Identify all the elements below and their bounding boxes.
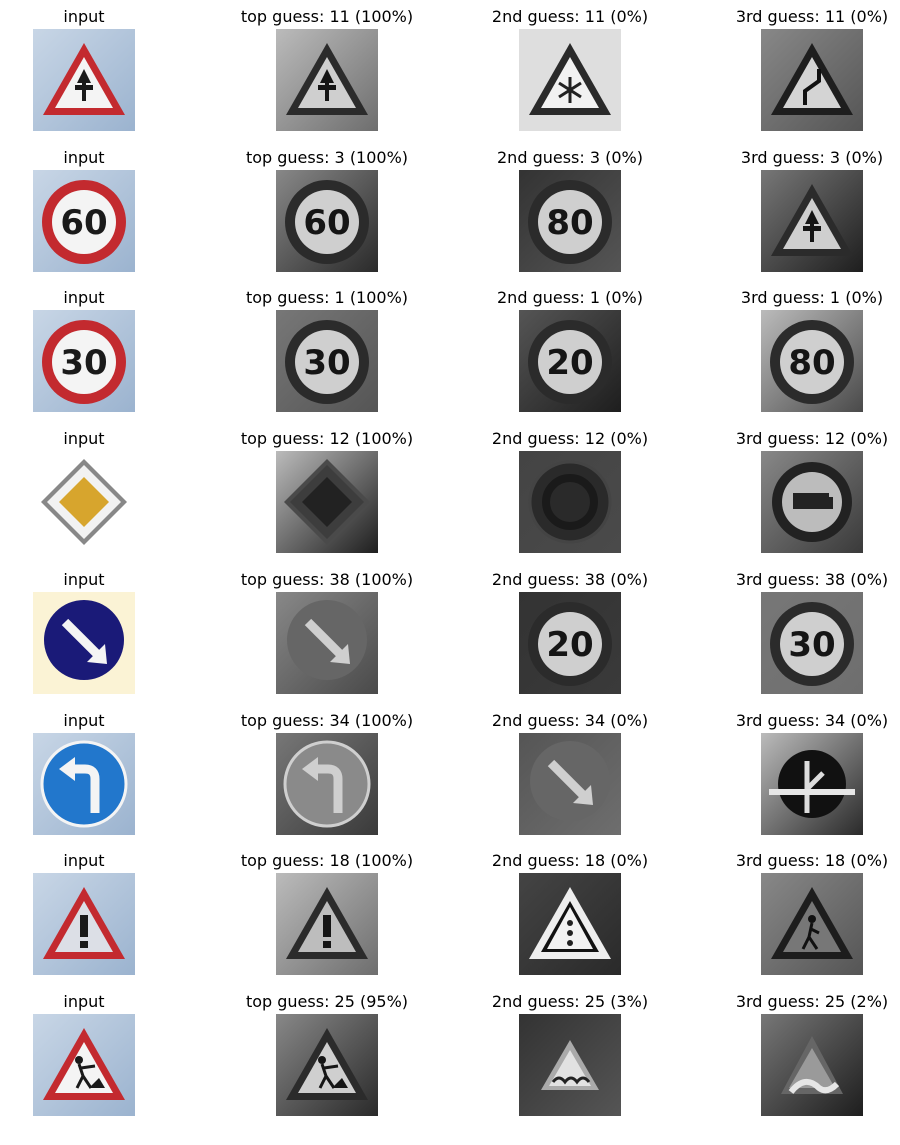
svg-text:60: 60 [303,203,350,243]
cell-label: input [63,711,105,730]
cell-label: 3rd guess: 1 (0%) [740,288,884,307]
svg-text:80: 80 [788,343,835,383]
cell-label: input [63,992,105,1011]
speed-limit-80-icon: 80 [519,170,621,272]
warning-triangle-icon [276,29,378,131]
svg-text:20: 20 [546,625,593,665]
pedestrians-icon [761,873,863,975]
svg-text:30: 30 [303,343,350,383]
cell-label: 3rd guess: 3 (0%) [740,148,884,167]
priority-road-icon [33,451,135,553]
cell-label: 3rd guess: 34 (0%) [735,711,889,730]
cell-label: 2nd guess: 11 (0%) [491,7,649,26]
cell-label: input [63,570,105,589]
curve-warning-icon [761,29,863,131]
svg-text:60: 60 [60,203,107,243]
cell-label: 2nd guess: 12 (0%) [491,429,649,448]
speed-limit-20-icon: 20 [519,592,621,694]
cell-label: 3rd guess: 18 (0%) [735,851,889,870]
general-caution-icon [33,873,135,975]
bumpy-road-icon [519,1014,621,1116]
cell-label: 3rd guess: 12 (0%) [735,429,889,448]
speed-limit-20-icon: 20 [519,310,621,412]
priority-road-icon [276,451,378,553]
cell-label: input [63,851,105,870]
cell-label: 2nd guess: 1 (0%) [497,288,643,307]
straight-or-right-icon [761,733,863,835]
cell-label: top guess: 18 (100%) [240,851,414,870]
svg-text:30: 30 [60,343,107,383]
cell-label: top guess: 38 (100%) [240,570,414,589]
no-passing-trucks-icon [761,451,863,553]
speed-limit-30-icon: 30 [33,310,135,412]
cell-label: top guess: 34 (100%) [240,711,414,730]
cell-label: 3rd guess: 25 (2%) [735,992,889,1011]
warning-triangle-icon [33,29,135,131]
slippery-road-icon [761,1014,863,1116]
svg-text:30: 30 [788,625,835,665]
cell-label: input [63,288,105,307]
keep-right-icon [33,592,135,694]
cell-label: 3rd guess: 11 (0%) [735,7,889,26]
speed-limit-60-icon: 60 [33,170,135,272]
road-work-icon [276,1014,378,1116]
road-work-icon [33,1014,135,1116]
svg-text:80: 80 [546,203,593,243]
speed-limit-60-icon: 60 [276,170,378,272]
speed-limit-80-icon: 80 [761,310,863,412]
turn-left-ahead-icon [276,733,378,835]
cell-label: input [63,7,105,26]
cell-label: top guess: 25 (95%) [245,992,409,1011]
cell-label: 2nd guess: 25 (3%) [491,992,649,1011]
cell-label: 2nd guess: 38 (0%) [491,570,649,589]
traffic-signals-icon [519,873,621,975]
cell-label: top guess: 12 (100%) [240,429,414,448]
keep-right-icon [519,733,621,835]
cell-label: top guess: 1 (100%) [245,288,409,307]
roundabout-icon [519,451,621,553]
cell-label: 2nd guess: 18 (0%) [491,851,649,870]
keep-right-icon [276,592,378,694]
speed-limit-30-icon: 30 [276,310,378,412]
general-caution-icon [276,873,378,975]
speed-limit-30-icon: 30 [761,592,863,694]
cell-label: 3rd guess: 38 (0%) [735,570,889,589]
cell-label: 2nd guess: 34 (0%) [491,711,649,730]
cell-label: input [63,148,105,167]
cell-label: top guess: 11 (100%) [240,7,414,26]
cell-label: 2nd guess: 3 (0%) [497,148,643,167]
turn-left-ahead-icon [33,733,135,835]
warning-triangle-icon [761,170,863,272]
svg-text:20: 20 [546,343,593,383]
cell-label: input [63,429,105,448]
cell-label: top guess: 3 (100%) [245,148,409,167]
snowflake-warning-icon [519,29,621,131]
